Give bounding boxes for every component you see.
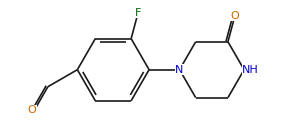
Text: N: N [175, 65, 184, 75]
Text: F: F [135, 8, 141, 18]
Text: O: O [27, 105, 36, 115]
Text: NH: NH [242, 65, 259, 75]
Text: O: O [230, 11, 239, 21]
